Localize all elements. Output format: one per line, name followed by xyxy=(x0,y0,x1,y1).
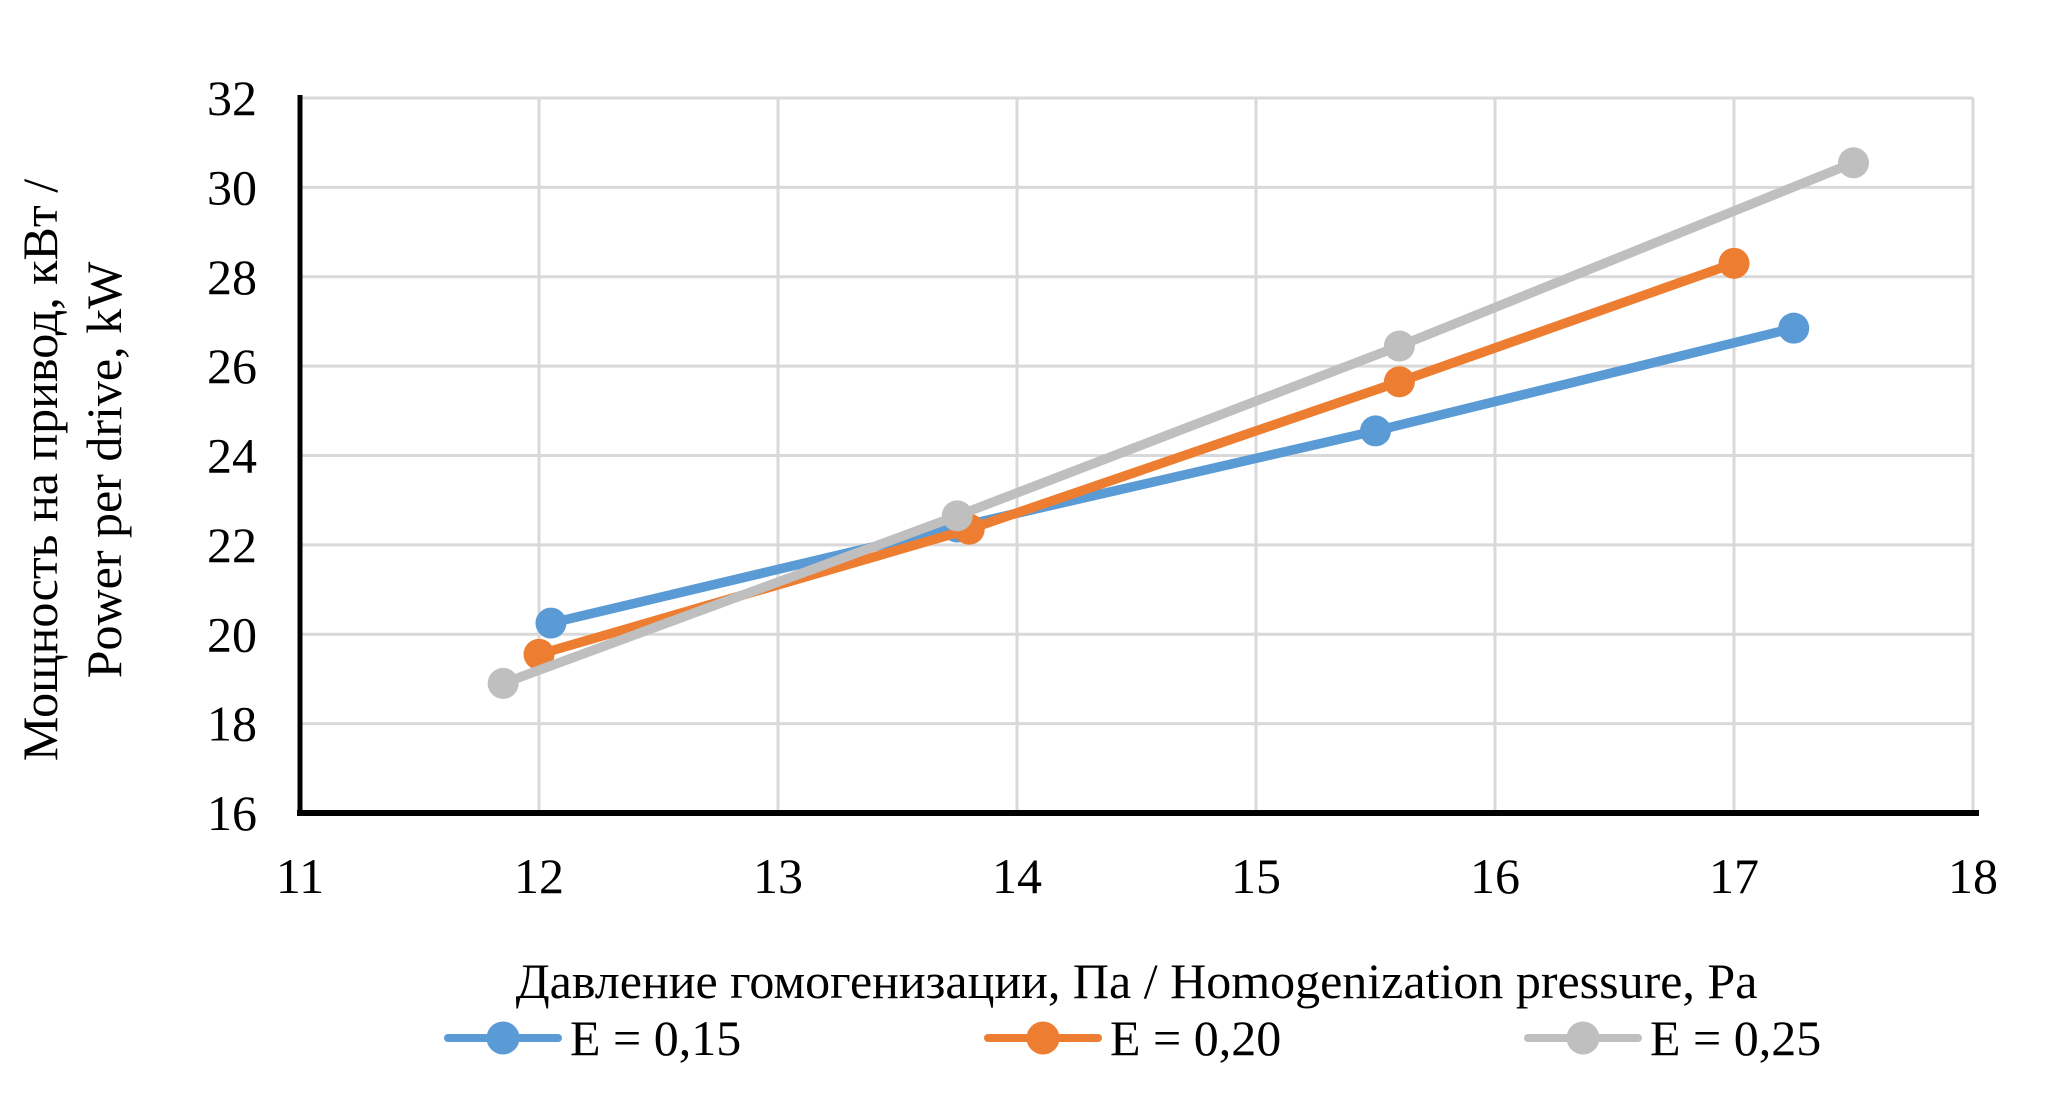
x-tick-label: 11 xyxy=(276,848,324,904)
series-line xyxy=(498,158,1859,689)
data-point-marker xyxy=(523,638,555,670)
data-point-marker xyxy=(535,607,567,639)
x-tick-label: 18 xyxy=(1948,848,1998,904)
y-axis-title: Мощность на привод, кВт / xyxy=(12,179,68,761)
y-axis-title: Power per drive, kW xyxy=(76,261,132,678)
y-tick-label: 24 xyxy=(207,428,257,484)
legend-label: E = 0,20 xyxy=(1110,1010,1281,1066)
y-tick-label: 16 xyxy=(207,785,257,841)
data-point-marker xyxy=(1383,330,1415,362)
legend-marker-icon xyxy=(1026,1021,1060,1055)
data-point-marker xyxy=(1718,247,1750,279)
legend-label: E = 0,15 xyxy=(570,1010,741,1066)
x-tick-label: 16 xyxy=(1470,848,1520,904)
y-tick-label: 22 xyxy=(207,517,257,573)
x-tick-label: 14 xyxy=(992,848,1042,904)
y-tick-label: 32 xyxy=(207,70,257,126)
x-tick-label: 12 xyxy=(514,848,564,904)
x-tick-label: 13 xyxy=(753,848,803,904)
y-tick-label: 18 xyxy=(207,696,257,752)
x-tick-label: 15 xyxy=(1231,848,1281,904)
legend-marker-icon xyxy=(1566,1021,1600,1055)
data-point-marker xyxy=(1360,415,1391,447)
y-tick-label: 28 xyxy=(207,249,257,305)
y-tick-label: 26 xyxy=(207,338,257,394)
data-point-marker xyxy=(1838,147,1869,179)
data-point-marker xyxy=(1778,312,1810,344)
x-tick-label: 17 xyxy=(1709,848,1759,904)
legend-marker-icon xyxy=(486,1021,520,1055)
y-tick-label: 20 xyxy=(207,606,257,662)
series-line xyxy=(546,323,1799,628)
data-point-marker xyxy=(941,500,973,532)
y-tick-label: 30 xyxy=(207,159,257,215)
x-axis-title: Давление гомогенизации, Па / Homogenizat… xyxy=(516,953,1758,1009)
data-point-marker xyxy=(487,667,519,699)
legend-label: E = 0,25 xyxy=(1650,1010,1821,1066)
data-point-marker xyxy=(1383,366,1415,398)
